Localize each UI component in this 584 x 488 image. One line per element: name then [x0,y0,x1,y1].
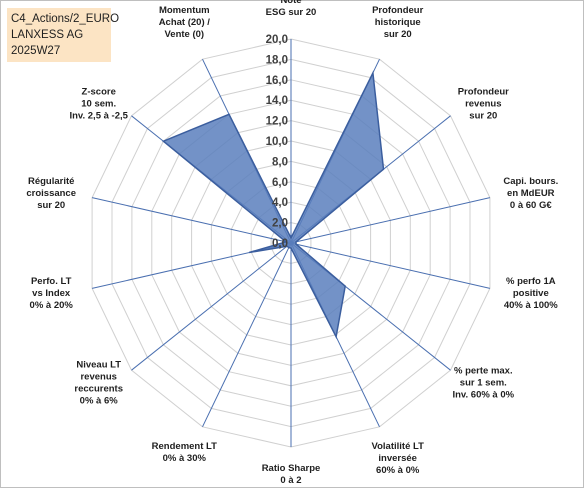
axis-label: Volatilité LT inversée 60% à 0% [371,441,424,476]
axis-label: Niveau LT revenus reccurents 0% à 6% [74,360,123,407]
axis-label-line: Niveau LT [76,360,121,371]
axis-label-line: sur 1 sem. [460,378,507,389]
axis-label-line: croissance [26,188,76,199]
axis-spoke [131,242,292,371]
axis-spoke [290,197,491,244]
tick-label: 12,0 [266,116,288,128]
axis-spoke [290,242,491,289]
axis-label: Profondeur historique sur 20 [372,5,423,40]
axis-label-line: 40% à 100% [504,300,558,311]
radar-tick-labels: 0,0 2,0 4,0 6,0 8,0 10,0 12,0 14,0 16,0 18,0 20,0 [266,34,288,250]
axis-label-line: Vente (0) [164,29,204,40]
radar-axis-labels: Note ESG sur 20 Profondeur historique sur 20… [26,0,558,486]
axis-label-line: Achat (20) / [159,17,211,28]
axis-label-line: revenus [80,372,116,383]
axis-label: Rendement LT 0% à 30% [152,441,217,464]
axis-label-line: 60% à 0% [376,465,420,476]
axis-label: % perfo 1A positive 40% à 100% [504,276,558,311]
axis-label-line: Note [280,0,301,6]
chart-title-box: C4_Actions/2_EURO LANXESS AG 2025W27 [7,8,120,62]
axis-label: Profondeur revenus sur 20 [458,86,509,121]
axis-label-line: 0% à 6% [80,396,119,407]
axis-label-line: sur 20 [37,200,65,211]
axis-label-line: vs Index [32,288,71,299]
axis-label-line: inversée [378,453,417,464]
axis-label-line: 0% à 30% [163,453,207,464]
tick-label: 16,0 [266,75,288,87]
axis-label: Ratio Sharpe 0 à 2 [262,463,321,486]
axis-label-line: % perfo 1A [506,276,556,287]
axis-label-line: ESG sur 20 [266,7,317,18]
tick-label: 10,0 [266,136,288,148]
tick-label: 6,0 [272,177,288,189]
axis-label-line: 0 à 60 G€ [510,200,552,211]
title-line-index: C4_Actions/2_EURO [11,13,120,25]
axis-label-line: positive [513,288,549,299]
series-area [161,70,385,340]
tick-label: 14,0 [266,95,288,107]
axis-label-line: Inv. 2,5 à -2,5 [69,110,128,121]
axis-label: Capi. bours. en MdEUR 0 à 60 G€ [503,176,558,211]
axis-label-line: sur 20 [384,29,412,40]
axis-label-line: 10 sem. [81,98,116,109]
axis-label: Perfo. LT vs Index 0% à 20% [30,276,74,311]
axis-label-line: Rendement LT [152,441,217,452]
axis-spoke [202,242,292,428]
tick-label: 0,0 [272,238,288,250]
axis-label: Note ESG sur 20 [266,0,317,18]
axis-label-line: Volatilité LT [371,441,424,452]
axis-label-line: reccurents [74,384,123,395]
axis-label-line: Momentum [159,5,210,16]
axis-label: Régularité croissance sur 20 [26,176,76,211]
axis-label: % perte max. sur 1 sem. Inv. 60% à 0% [452,366,514,401]
axis-label-line: revenus [465,98,501,109]
axis-label-line: Capi. bours. [503,176,558,187]
axis-label-line: 0% à 20% [30,300,74,311]
axis-label-line: sur 20 [469,110,497,121]
axis-label-line: Profondeur [372,5,423,16]
axis-label-line: Inv. 60% à 0% [452,390,514,401]
tick-label: 2,0 [272,218,288,230]
tick-label: 20,0 [266,34,288,46]
radar-series [161,70,385,340]
axis-label-line: % perte max. [454,366,513,377]
axis-label: Z-score 10 sem. Inv. 2,5 à -2,5 [69,86,128,121]
axis-label-line: Profondeur [458,86,509,97]
axis-label-line: Ratio Sharpe [262,463,321,474]
axis-label-line: Régularité [28,176,74,187]
tick-label: 18,0 [266,54,288,66]
title-line-week: 2025W27 [11,45,61,57]
axis-label-line: Z-score [82,86,116,97]
axis-label-line: historique [375,17,421,28]
axis-label-line: 0 à 2 [280,475,301,486]
tick-label: 8,0 [272,156,288,168]
axis-spoke [91,197,292,244]
axis-label-line: Perfo. LT [31,276,72,287]
axis-label-line: en MdEUR [507,188,555,199]
title-line-company: LANXESS AG [11,29,84,41]
axis-label: Momentum Achat (20) / Vente (0) [159,5,211,40]
tick-label: 4,0 [272,197,288,209]
